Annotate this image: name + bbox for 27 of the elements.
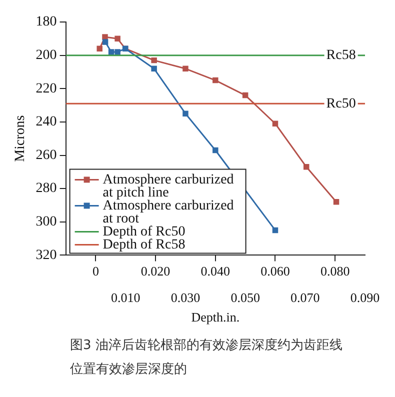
x-axis-title: Depth.in. [191, 310, 240, 325]
legend-label: Depth of Rc58 [102, 237, 186, 252]
x-tick-label: 0.060 [260, 263, 290, 278]
y-tick-label: 280 [36, 181, 57, 196]
x-tick-label: 0.040 [200, 263, 230, 278]
caption: 图3 油淬后齿轮根部的有效渗层深度约为齿距线位置有效渗层深度的 [70, 337, 344, 379]
annotation: Rc50 [326, 96, 356, 112]
x2-tick-label: 0.090 [350, 290, 380, 306]
x-tick-label: 0 [92, 263, 99, 278]
x-tick-label: 0.080 [320, 263, 350, 278]
y-tick-label: 260 [36, 148, 57, 163]
x2-tick-label: 0.030 [170, 290, 200, 306]
x-tick-label: 0.020 [140, 263, 170, 278]
y-tick-label: 300 [36, 214, 57, 230]
y-tick-label: 240 [36, 114, 57, 130]
legend-label: Depth of Rc50 [102, 224, 186, 240]
y-axis-title: Microns [13, 115, 28, 162]
y-tick-label: 220 [36, 81, 57, 96]
y-tick-label: 180 [36, 14, 57, 30]
y-tick-label: 320 [36, 248, 57, 263]
legend-label: Atmosphere carburized at pitch line [102, 172, 234, 200]
y-tick-label: 200 [36, 48, 57, 63]
x2-tick-label: 0.070 [290, 290, 320, 306]
legend-label: Atmosphere carburized at root [102, 198, 234, 226]
x2-tick-label: 0.050 [230, 290, 260, 306]
x2-tick-label: 0.010 [111, 290, 140, 306]
annotation: Rc58 [326, 48, 356, 63]
